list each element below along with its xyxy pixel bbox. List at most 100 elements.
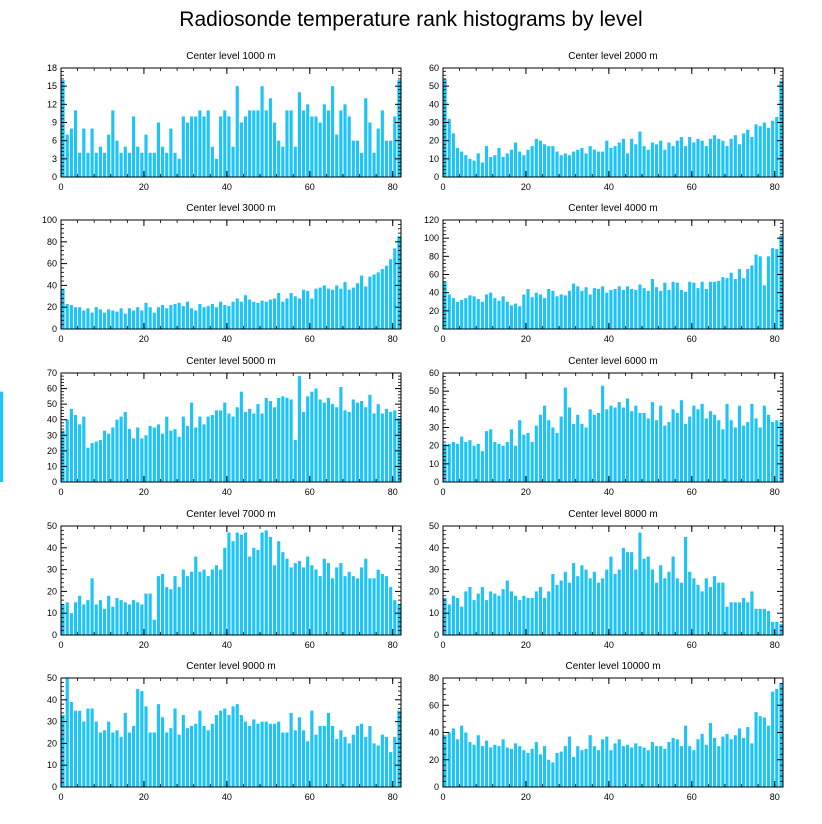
- histogram-bar: [277, 140, 281, 177]
- histogram-bar: [360, 723, 364, 787]
- histogram-bar: [156, 122, 161, 177]
- histogram-bar: [339, 288, 343, 329]
- x-tick-label: 80: [770, 640, 780, 650]
- histogram-bar: [210, 569, 214, 635]
- histogram-bar: [572, 563, 576, 635]
- histogram-bar: [509, 305, 513, 329]
- histogram-bar: [526, 432, 530, 482]
- histogram-bar: [688, 137, 692, 177]
- histogram-bar: [667, 571, 671, 635]
- histogram-bar: [634, 569, 638, 635]
- histogram-bar: [679, 746, 683, 788]
- histogram-bar: [505, 747, 509, 787]
- histogram-bar: [372, 578, 376, 635]
- histogram-bar: [268, 401, 272, 482]
- histogram-bar: [713, 414, 717, 482]
- panel-title: Center level 9000 m: [186, 661, 276, 672]
- histogram-bar: [717, 138, 721, 177]
- histogram-bar: [289, 712, 293, 787]
- histogram-bar: [318, 122, 322, 177]
- x-tick-label: 80: [770, 792, 780, 802]
- histogram-bar: [148, 425, 152, 482]
- histogram-bar: [464, 732, 468, 787]
- histogram-bar: [451, 728, 455, 787]
- histogram-bar: [683, 536, 688, 635]
- histogram-bar: [526, 597, 530, 635]
- histogram-bar: [65, 678, 69, 787]
- histogram-bar: [306, 396, 310, 482]
- histogram-bar: [476, 153, 480, 177]
- y-tick-label: 40: [47, 695, 57, 705]
- y-tick-label: 0: [434, 630, 439, 640]
- histogram-bar: [762, 122, 766, 177]
- histogram-bar: [451, 133, 455, 177]
- y-tick-label: 20: [47, 586, 57, 596]
- histogram-bar: [543, 746, 547, 788]
- histogram-bar: [501, 739, 505, 787]
- plot-frame: [60, 372, 402, 483]
- histogram-bar: [219, 301, 223, 329]
- histogram-bar: [522, 294, 526, 329]
- histogram-bar: [364, 286, 368, 329]
- histogram-bar: [82, 310, 86, 329]
- histogram-bar: [111, 310, 115, 329]
- histogram-bar: [580, 147, 584, 177]
- histogram-bar: [559, 580, 563, 635]
- histogram-bar: [654, 582, 659, 635]
- histogram-bar: [372, 413, 376, 482]
- histogram-bar: [455, 597, 460, 635]
- histogram-bar: [737, 269, 742, 329]
- histogram-bar: [82, 604, 86, 635]
- histogram-bar: [650, 569, 654, 635]
- histogram-bar: [725, 278, 729, 329]
- histogram-bar: [534, 742, 538, 787]
- histogram-bar: [140, 691, 144, 787]
- histogram-bar: [393, 410, 397, 482]
- histogram-bar: [231, 146, 235, 177]
- histogram-bar: [725, 606, 729, 635]
- x-tick-label: 0: [440, 334, 445, 344]
- histogram-bar: [659, 565, 663, 635]
- histogram-bar: [484, 146, 489, 177]
- histogram-bar: [671, 409, 675, 482]
- histogram-bar: [630, 138, 634, 177]
- histogram-bar: [455, 301, 460, 329]
- y-tick-label: 30: [429, 565, 439, 575]
- histogram-bar: [131, 438, 136, 482]
- histogram-bar: [107, 721, 111, 787]
- y-tick-label: 0: [434, 782, 439, 792]
- histogram-bar: [505, 153, 509, 177]
- histogram-bar: [131, 600, 136, 635]
- histogram-bar: [605, 292, 609, 329]
- histogram-bar: [501, 589, 505, 635]
- histogram-bar: [206, 110, 210, 177]
- histogram-bar: [343, 736, 347, 787]
- histogram-bar: [102, 152, 107, 177]
- histogram-bar: [98, 732, 102, 787]
- histogram-bar: [559, 294, 563, 329]
- histogram-bar: [443, 597, 447, 635]
- histogram-bar: [601, 286, 605, 329]
- histogram-bar: [351, 140, 355, 177]
- histogram-bar: [389, 752, 393, 787]
- histogram-bar: [518, 306, 522, 329]
- histogram-bar: [111, 110, 115, 177]
- histogram-bar: [231, 301, 235, 329]
- histogram-bar: [136, 688, 140, 787]
- histogram-bar: [102, 608, 107, 635]
- histogram-bar: [347, 411, 351, 482]
- histogram-bar: [460, 299, 464, 329]
- histogram-bar: [596, 582, 601, 635]
- histogram-bar: [185, 576, 190, 635]
- histogram-bar: [522, 155, 526, 177]
- histogram-bar: [198, 416, 202, 482]
- x-tick-label: 20: [521, 792, 531, 802]
- histogram-bar: [347, 116, 351, 177]
- histogram-bar: [563, 295, 567, 329]
- histogram-bar: [272, 298, 277, 329]
- histogram-bar: [364, 407, 368, 482]
- histogram-bar: [613, 289, 617, 329]
- histogram-bar: [754, 124, 758, 177]
- histogram-bar: [202, 725, 206, 787]
- histogram-bar: [119, 152, 123, 177]
